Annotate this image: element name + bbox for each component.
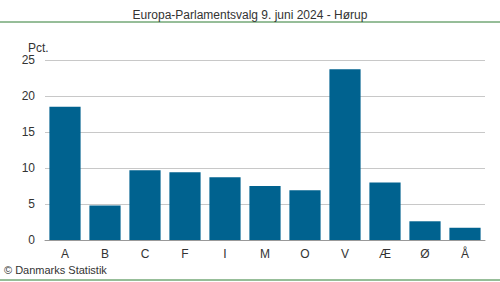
svg-text:Æ: Æ (379, 247, 391, 261)
svg-text:Å: Å (461, 246, 469, 261)
svg-text:Pct.: Pct. (28, 41, 49, 55)
svg-text:Europa-Parlamentsvalg 9. juni: Europa-Parlamentsvalg 9. juni 2024 - Hør… (133, 8, 368, 22)
svg-text:V: V (341, 247, 349, 261)
svg-text:0: 0 (28, 233, 35, 247)
svg-text:I: I (223, 247, 226, 261)
svg-text:15: 15 (22, 125, 36, 139)
svg-text:10: 10 (22, 161, 36, 175)
svg-text:O: O (300, 247, 309, 261)
svg-text:Ø: Ø (420, 247, 429, 261)
svg-text:F: F (181, 247, 188, 261)
svg-text:C: C (141, 247, 150, 261)
svg-text:20: 20 (22, 89, 36, 103)
svg-text:B: B (101, 247, 109, 261)
svg-text:M: M (260, 247, 270, 261)
svg-text:© Danmarks Statistik: © Danmarks Statistik (4, 264, 107, 276)
svg-text:25: 25 (22, 53, 36, 67)
svg-text:A: A (61, 247, 69, 261)
svg-text:5: 5 (28, 197, 35, 211)
